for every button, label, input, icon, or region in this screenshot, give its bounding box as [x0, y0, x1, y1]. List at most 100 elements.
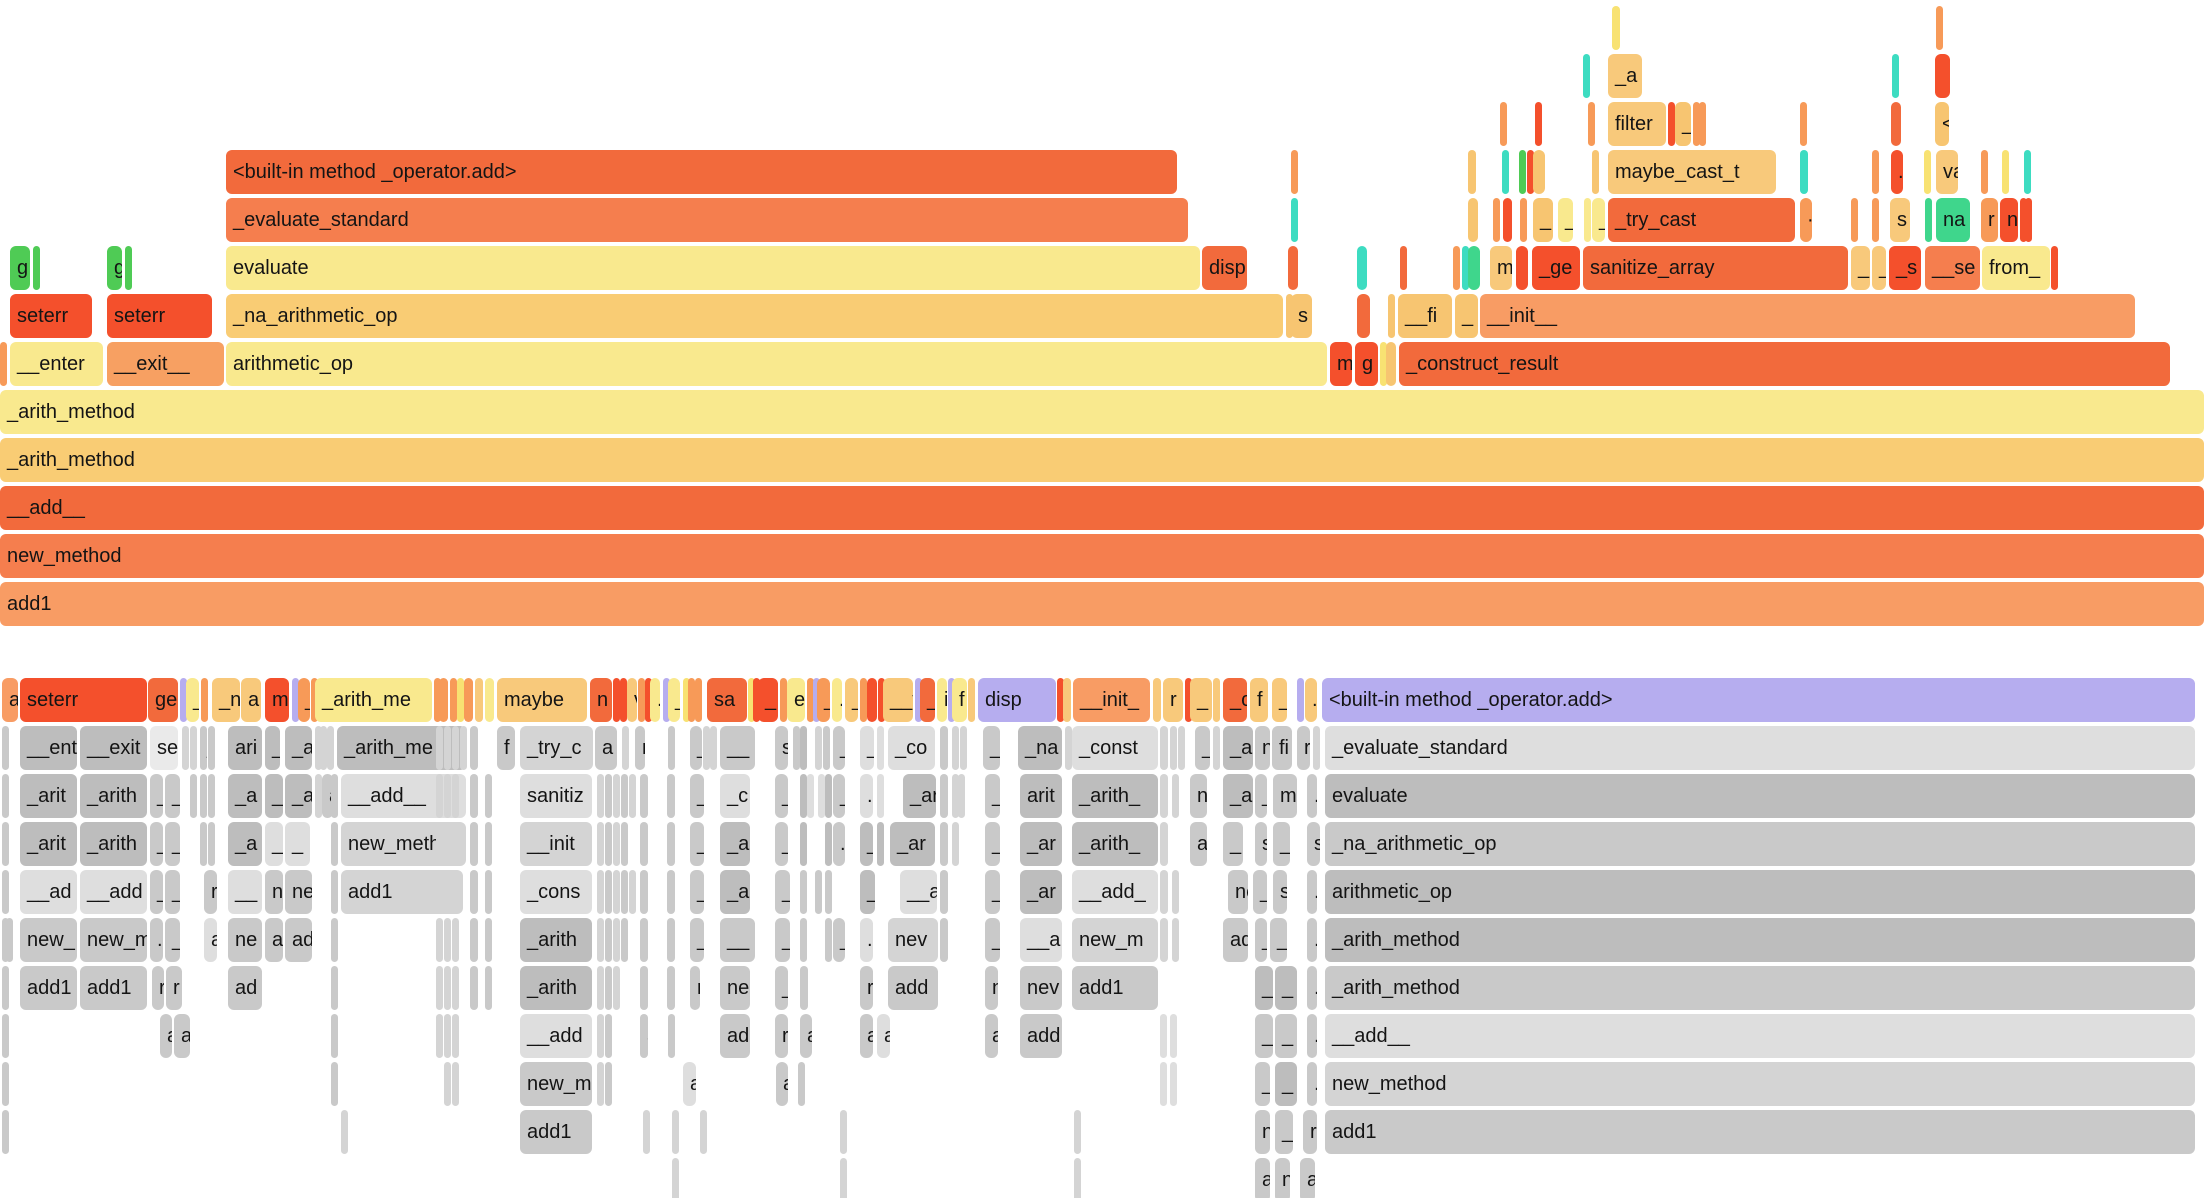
flame-frame[interactable] — [331, 870, 338, 914]
flame-frame[interactable]: . — [667, 966, 675, 1010]
flame-frame[interactable]: __init_ — [1073, 678, 1150, 722]
flame-frame[interactable]: _arith_method — [1325, 966, 2195, 1010]
flame-frame[interactable] — [331, 774, 338, 818]
flame-frame[interactable] — [1527, 150, 1534, 194]
flame-frame[interactable] — [457, 678, 464, 722]
flame-frame[interactable] — [1213, 726, 1220, 770]
flame-frame[interactable]: seterr — [10, 294, 92, 338]
flame-frame[interactable]: m — [1490, 246, 1512, 290]
flame-frame[interactable]: _ — [265, 726, 280, 770]
flame-frame[interactable]: < — [1935, 102, 1949, 146]
flame-frame[interactable]: ne — [720, 966, 750, 1010]
flame-frame[interactable] — [683, 678, 690, 722]
flame-frame[interactable]: g — [1355, 342, 1378, 386]
flame-frame[interactable]: _ — [690, 918, 704, 962]
flame-frame[interactable]: . — [470, 822, 478, 866]
flame-frame[interactable] — [605, 966, 612, 1010]
flame-frame[interactable] — [1453, 246, 1460, 290]
flame-frame[interactable] — [444, 726, 451, 770]
flame-frame[interactable] — [748, 678, 755, 722]
flame-frame[interactable] — [597, 822, 604, 866]
flame-frame[interactable] — [320, 726, 327, 770]
flame-frame[interactable] — [1533, 150, 1545, 194]
flame-frame[interactable]: . — [640, 774, 648, 818]
flame-frame[interactable] — [439, 678, 448, 722]
flame-frame[interactable] — [485, 678, 494, 722]
flame-frame[interactable]: _ — [1533, 198, 1553, 242]
flame-frame[interactable] — [860, 678, 867, 722]
flame-frame[interactable]: . — [1160, 870, 1168, 914]
flame-frame[interactable]: _arith_method — [0, 438, 2204, 482]
flame-frame[interactable]: _ — [775, 822, 788, 866]
flame-frame[interactable]: _a — [1223, 726, 1253, 770]
flame-frame[interactable]: add1 — [1072, 966, 1158, 1010]
flame-frame[interactable]: . — [1307, 918, 1317, 962]
flame-frame[interactable]: f — [497, 726, 515, 770]
flame-frame[interactable]: arithmetic_op — [226, 342, 1327, 386]
flame-frame[interactable] — [2, 726, 9, 770]
flame-frame[interactable]: nev — [1020, 966, 1062, 1010]
flame-frame[interactable]: . — [832, 678, 842, 722]
flame-frame[interactable] — [464, 678, 473, 722]
flame-frame[interactable] — [2, 822, 9, 866]
flame-frame[interactable] — [813, 678, 820, 722]
flame-frame[interactable]: _a — [1608, 54, 1642, 98]
flame-frame[interactable]: n — [2000, 198, 2018, 242]
flame-frame[interactable] — [436, 1014, 443, 1058]
flame-frame[interactable]: new_method — [1325, 1062, 2195, 1106]
flame-frame[interactable] — [613, 822, 620, 866]
flame-frame[interactable] — [331, 966, 338, 1010]
flame-frame[interactable]: a — [683, 1062, 696, 1106]
flame-frame[interactable] — [180, 678, 187, 722]
flame-frame[interactable]: ad — [228, 966, 262, 1010]
flame-frame[interactable]: _a — [1223, 774, 1253, 818]
flame-frame[interactable]: _ — [985, 822, 1000, 866]
flame-frame[interactable]: ne — [1228, 870, 1248, 914]
flame-frame[interactable]: _ge — [1532, 246, 1580, 290]
flame-frame[interactable]: _ — [165, 822, 180, 866]
flame-frame[interactable] — [190, 726, 197, 770]
flame-frame[interactable]: add1 — [80, 966, 147, 1010]
flame-frame[interactable] — [1160, 1014, 1167, 1058]
flame-frame[interactable]: new_ — [20, 918, 77, 962]
flame-frame[interactable] — [1925, 198, 1932, 242]
flame-frame[interactable]: _a — [228, 774, 262, 818]
flame-frame[interactable]: add1 — [20, 966, 77, 1010]
flame-frame[interactable] — [825, 774, 832, 818]
flame-frame[interactable] — [1503, 198, 1512, 242]
flame-frame[interactable] — [341, 1110, 348, 1154]
flame-frame[interactable]: _ar — [903, 774, 936, 818]
flame-frame[interactable] — [6, 918, 13, 962]
flame-frame[interactable]: . — [1160, 822, 1168, 866]
flame-frame[interactable] — [1185, 678, 1192, 722]
flame-frame[interactable] — [0, 342, 7, 386]
flame-frame[interactable]: __fi — [1398, 294, 1452, 338]
flame-frame[interactable]: s — [1255, 822, 1267, 866]
flame-frame[interactable] — [331, 918, 338, 962]
flame-frame[interactable]: _ — [1255, 966, 1273, 1010]
flame-frame[interactable]: r — [1303, 1110, 1317, 1154]
flame-frame[interactable]: _ — [1275, 966, 1297, 1010]
flame-frame[interactable] — [327, 726, 334, 770]
flame-frame[interactable]: . — [940, 870, 948, 914]
flame-frame[interactable]: _c — [720, 774, 750, 818]
flame-frame[interactable]: ne — [228, 918, 262, 962]
flame-frame[interactable] — [452, 1062, 459, 1106]
flame-frame[interactable]: . — [940, 774, 948, 818]
flame-frame[interactable]: _a — [228, 822, 262, 866]
flame-frame[interactable]: ad — [720, 1014, 750, 1058]
flame-frame[interactable]: _arith_ — [1072, 822, 1158, 866]
flame-frame[interactable] — [1583, 54, 1590, 98]
flame-frame[interactable] — [867, 678, 877, 722]
flame-frame[interactable] — [452, 774, 459, 818]
flame-frame[interactable]: _arith — [520, 966, 592, 1010]
flame-frame[interactable]: . — [470, 966, 478, 1010]
flame-frame[interactable]: . — [485, 918, 492, 962]
flame-frame[interactable]: _arith — [80, 822, 147, 866]
flame-frame[interactable]: _ — [1851, 246, 1870, 290]
flame-frame[interactable]: _evaluate_standard — [1325, 726, 2195, 770]
flame-frame[interactable]: . — [640, 822, 648, 866]
flame-frame[interactable]: r — [690, 966, 700, 1010]
flame-frame[interactable]: i — [937, 678, 947, 722]
flame-frame[interactable]: seterr — [107, 294, 212, 338]
